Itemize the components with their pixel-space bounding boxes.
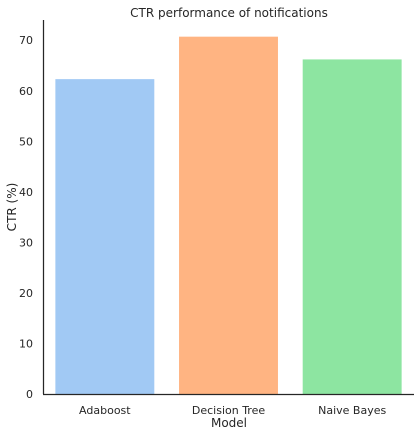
x-ticks-group: Adaboost Decision Tree Naive Bayes xyxy=(79,404,386,417)
y-tick-label: 60 xyxy=(19,85,33,98)
x-tick-label: Naive Bayes xyxy=(318,404,386,417)
x-axis-label: Model xyxy=(211,416,247,430)
y-tick-label: 50 xyxy=(19,135,33,148)
y-tick-label: 10 xyxy=(19,337,33,350)
y-tick-label: 30 xyxy=(19,236,33,249)
bar-adaboost xyxy=(55,79,155,394)
bars-group xyxy=(55,36,402,395)
y-tick-label: 70 xyxy=(19,34,33,47)
y-tick-label: 0 xyxy=(26,388,33,401)
y-tick-label: 20 xyxy=(19,287,33,300)
bar-naive-bayes xyxy=(302,59,402,394)
chart-title: CTR performance of notifications xyxy=(130,6,328,20)
x-tick-label: Adaboost xyxy=(79,404,131,417)
bar-decision-tree xyxy=(179,36,278,395)
y-ticks-group: 0 10 20 30 40 50 60 70 xyxy=(19,34,33,401)
x-tick-label: Decision Tree xyxy=(192,404,265,417)
y-axis-label: CTR (%) xyxy=(5,183,19,232)
y-tick-label: 40 xyxy=(19,186,33,199)
